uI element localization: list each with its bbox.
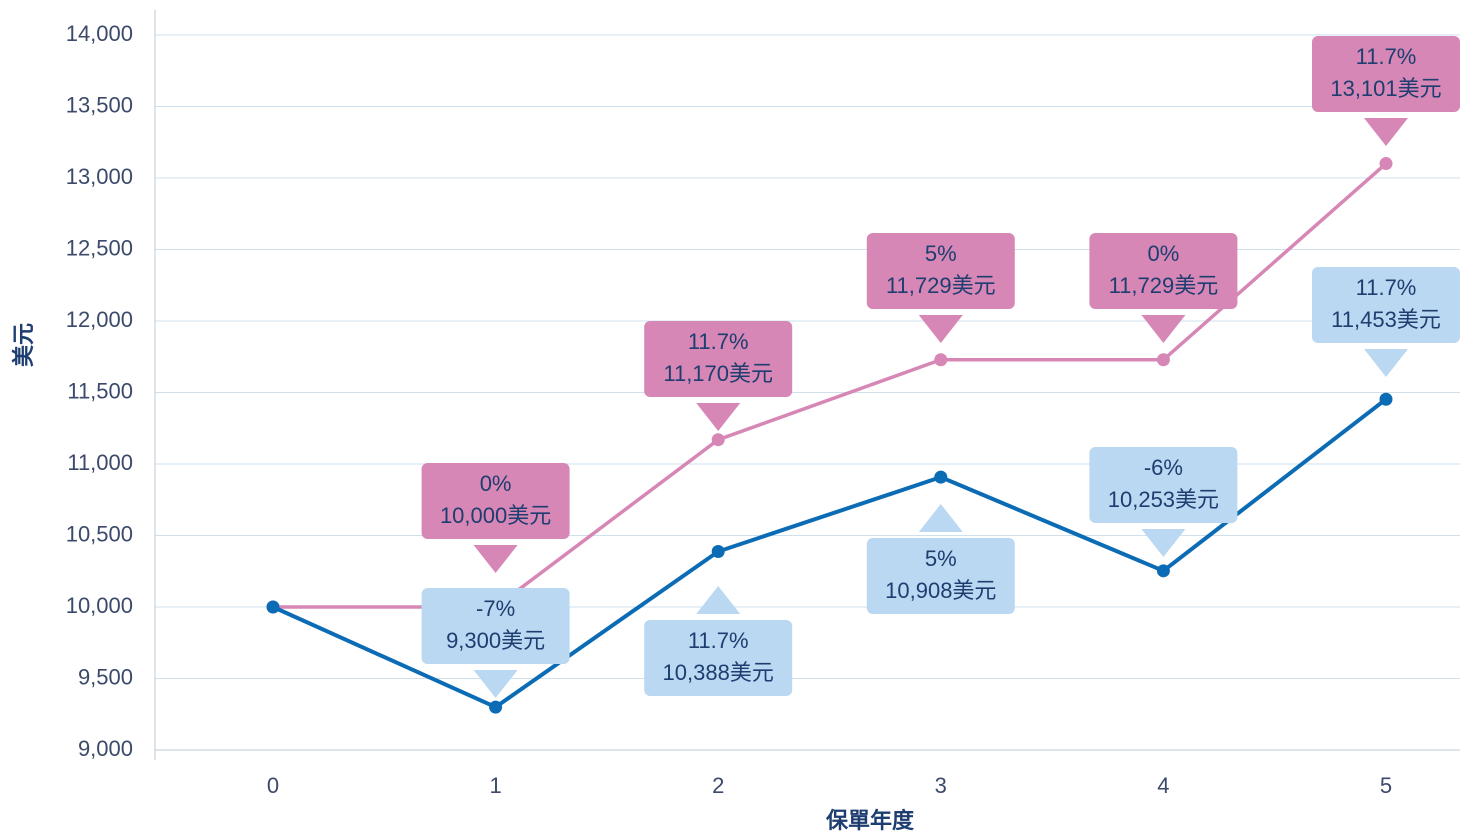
y-tick-label: 11,500 bbox=[67, 378, 133, 403]
point bbox=[1379, 392, 1393, 406]
label-box bbox=[1312, 267, 1460, 343]
value-label: 11,170美元 bbox=[663, 361, 773, 386]
label-box bbox=[1089, 447, 1238, 523]
label-arrow bbox=[918, 315, 963, 343]
y-tick-label: 10,000 bbox=[66, 593, 133, 618]
label-arrow bbox=[1364, 118, 1408, 146]
x-tick-label: 5 bbox=[1380, 773, 1392, 798]
label-arrow bbox=[473, 670, 518, 698]
y-tick-label: 9,500 bbox=[78, 664, 133, 689]
rate-label: 0% bbox=[480, 471, 512, 496]
x-tick-label: 3 bbox=[935, 773, 947, 798]
point bbox=[1156, 564, 1170, 578]
point bbox=[711, 433, 725, 447]
label-arrow bbox=[1364, 349, 1408, 377]
y-tick-label: 10,500 bbox=[66, 521, 133, 546]
point bbox=[266, 600, 280, 614]
label-box bbox=[866, 538, 1015, 614]
rate-label: -6% bbox=[1144, 455, 1183, 480]
x-tick-label: 0 bbox=[267, 773, 279, 798]
y-tick-label: 11,000 bbox=[67, 450, 133, 475]
value-label: 13,101美元 bbox=[1330, 76, 1441, 101]
point bbox=[711, 545, 725, 559]
label-box bbox=[644, 620, 793, 696]
value-label: 10,253美元 bbox=[1108, 487, 1219, 512]
label-box bbox=[644, 321, 793, 397]
rate-label: 5% bbox=[925, 546, 957, 571]
label-arrow bbox=[473, 545, 518, 573]
rate-label: 11.7% bbox=[1356, 275, 1417, 300]
y-tick-label: 12,000 bbox=[66, 307, 133, 332]
label-arrow bbox=[1141, 315, 1186, 343]
label-box bbox=[1089, 233, 1238, 309]
line bbox=[272, 397, 1388, 710]
value-label: 11,453美元 bbox=[1331, 307, 1441, 332]
rate-label: -7% bbox=[476, 596, 515, 621]
y-tick-label: 12,500 bbox=[66, 235, 133, 260]
rate-label: 11.7% bbox=[688, 628, 749, 653]
y-tick-label: 9,000 bbox=[78, 736, 133, 761]
point bbox=[1379, 157, 1393, 171]
point bbox=[934, 470, 948, 484]
x-axis-label: 保單年度 bbox=[825, 808, 915, 833]
y-axis-label: 美元 bbox=[11, 323, 36, 367]
value-label: 11,729美元 bbox=[886, 273, 996, 298]
line bbox=[273, 162, 1388, 609]
y-tick-label: 14,000 bbox=[66, 21, 133, 46]
label-arrow bbox=[696, 586, 741, 614]
label-arrow bbox=[918, 504, 963, 532]
rate-label: 11.7% bbox=[1356, 44, 1417, 69]
point bbox=[1156, 353, 1170, 367]
value-label: 10,908美元 bbox=[885, 578, 996, 603]
value-label: 10,388美元 bbox=[663, 660, 774, 685]
rate-label: 0% bbox=[1148, 241, 1180, 266]
x-tick-label: 2 bbox=[712, 773, 724, 798]
label-box bbox=[421, 588, 570, 664]
label-box bbox=[421, 463, 570, 539]
label-arrow bbox=[1141, 529, 1186, 557]
y-tick-label: 13,500 bbox=[66, 92, 133, 117]
y-tick-label: 13,000 bbox=[66, 164, 133, 189]
value-label: 11,729美元 bbox=[1109, 273, 1219, 298]
x-tick-label: 4 bbox=[1157, 773, 1169, 798]
point bbox=[489, 700, 503, 714]
x-tick-label: 1 bbox=[489, 773, 501, 798]
value-label: 10,000美元 bbox=[440, 503, 551, 528]
value-label: 9,300美元 bbox=[446, 628, 545, 653]
point bbox=[934, 353, 948, 367]
label-box bbox=[866, 233, 1015, 309]
label-arrow bbox=[696, 403, 741, 431]
rate-label: 5% bbox=[925, 241, 957, 266]
label-box bbox=[1312, 36, 1460, 112]
rate-label: 11.7% bbox=[688, 329, 749, 354]
